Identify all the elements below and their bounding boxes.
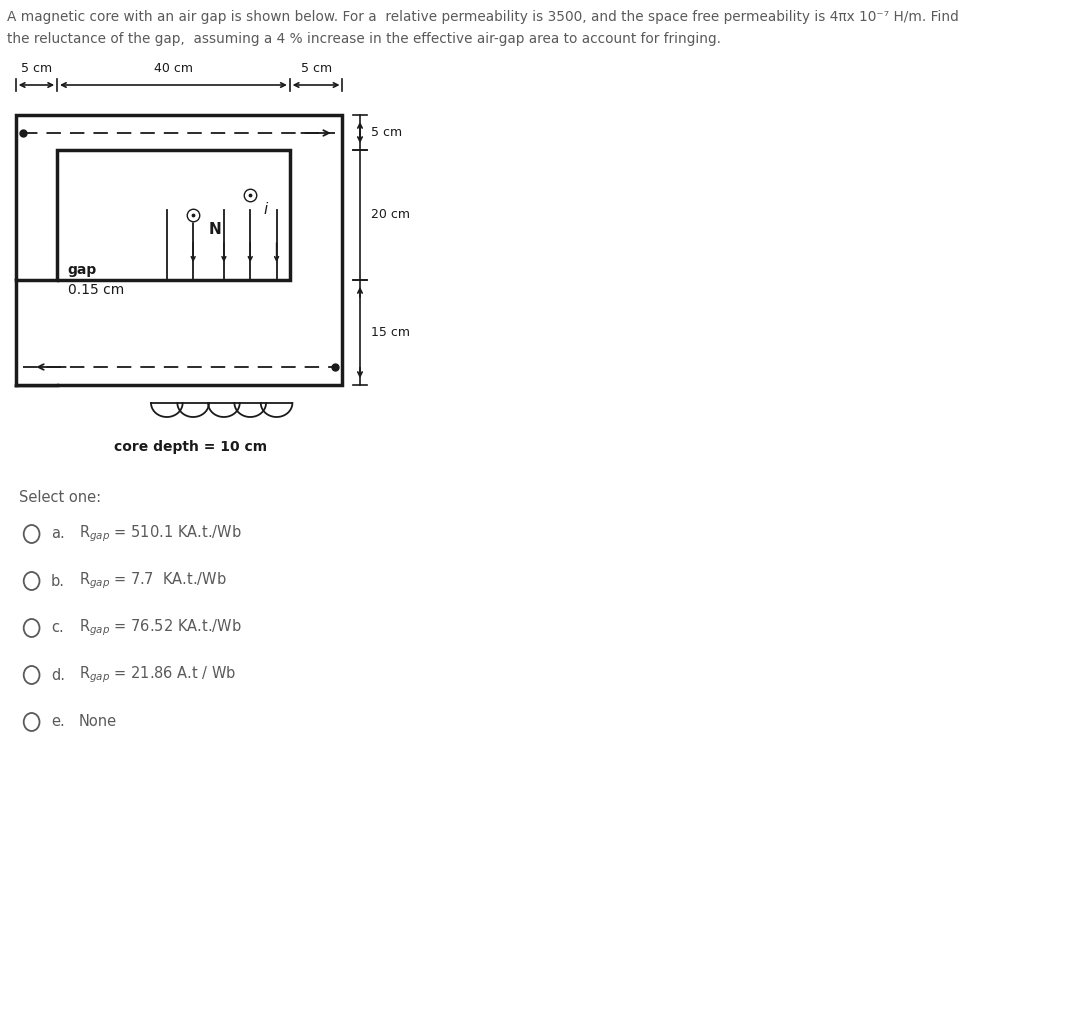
Text: 5 cm: 5 cm — [21, 62, 52, 75]
Text: 15 cm: 15 cm — [371, 326, 409, 339]
Text: i: i — [264, 202, 268, 217]
Text: R$_{gap}$ = 7.7  KA.t./Wb: R$_{gap}$ = 7.7 KA.t./Wb — [79, 570, 226, 591]
Text: 40 cm: 40 cm — [154, 62, 193, 75]
Text: 20 cm: 20 cm — [371, 208, 409, 221]
Bar — [57, 150, 289, 280]
Text: c.: c. — [51, 621, 64, 636]
Text: R$_{gap}$ = 510.1 KA.t./Wb: R$_{gap}$ = 510.1 KA.t./Wb — [79, 524, 241, 544]
Text: b.: b. — [51, 573, 65, 588]
Text: A magnetic core with an air gap is shown below. For a  relative permeability is : A magnetic core with an air gap is shown… — [7, 10, 959, 24]
Text: 0.15 cm: 0.15 cm — [67, 283, 124, 297]
Text: R$_{gap}$ = 21.86 A.t / Wb: R$_{gap}$ = 21.86 A.t / Wb — [79, 664, 236, 685]
Text: core depth = 10 cm: core depth = 10 cm — [114, 440, 268, 454]
Bar — [12, 280, 57, 385]
Text: d.: d. — [51, 667, 65, 682]
Text: None: None — [79, 715, 117, 730]
Text: gap: gap — [67, 263, 97, 277]
Text: 5 cm: 5 cm — [371, 126, 402, 139]
Text: a.: a. — [51, 527, 65, 542]
Text: Select one:: Select one: — [19, 490, 101, 506]
Text: e.: e. — [51, 715, 65, 730]
Bar — [16, 115, 343, 385]
Text: the reluctance of the gap,  assuming a 4 % increase in the effective air-gap are: the reluctance of the gap, assuming a 4 … — [7, 32, 721, 45]
Text: N: N — [208, 222, 221, 238]
Text: 5 cm: 5 cm — [300, 62, 332, 75]
Text: R$_{gap}$ = 76.52 KA.t./Wb: R$_{gap}$ = 76.52 KA.t./Wb — [79, 618, 241, 638]
